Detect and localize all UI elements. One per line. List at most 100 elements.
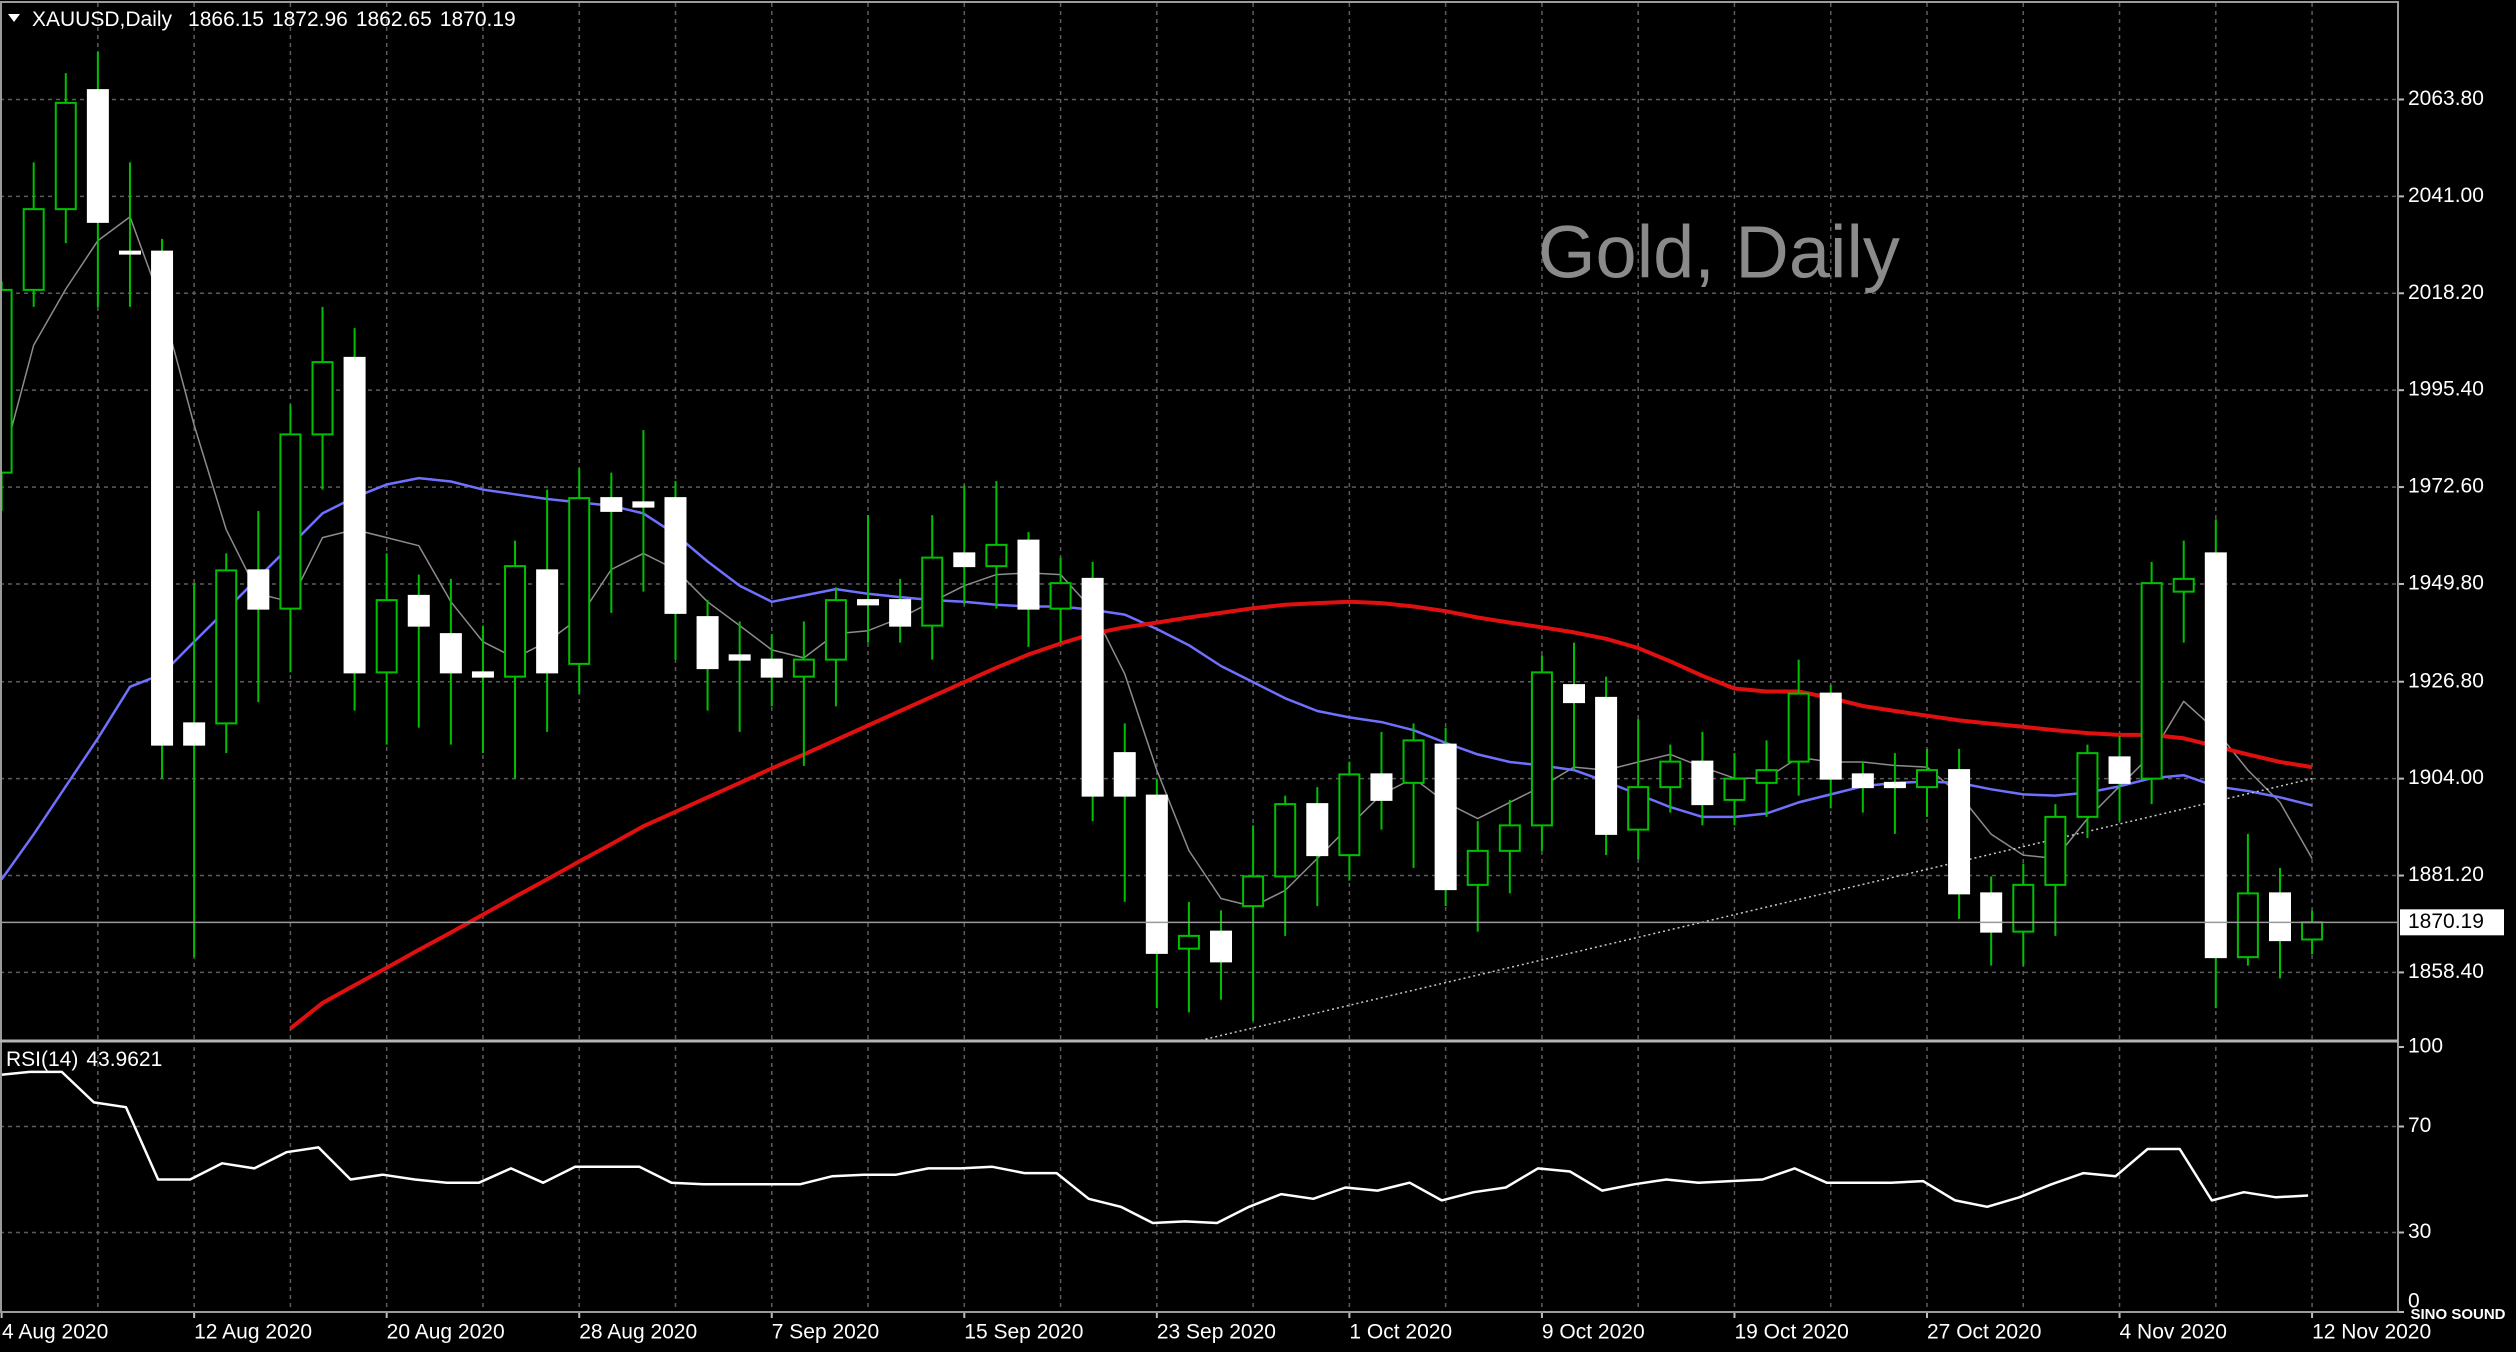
- rsi-name: RSI(14): [6, 1048, 78, 1071]
- candle-body: [2012, 883, 2035, 933]
- candle-body: [247, 569, 270, 610]
- candle-body: [1851, 773, 1874, 789]
- candle-body: [1242, 875, 1265, 908]
- candle-body: [696, 616, 719, 670]
- rsi-header: RSI(14) 43.9621: [6, 1048, 162, 1071]
- candle-body: [1883, 781, 1906, 789]
- watermark: Gold, Daily: [1538, 211, 1900, 294]
- price-plot: [0, 51, 2398, 1040]
- candle-body: [183, 722, 206, 746]
- candle-body: [1530, 671, 1553, 827]
- candle-body: [1498, 824, 1521, 852]
- candle-body: [22, 208, 45, 291]
- candle-body: [600, 497, 623, 512]
- candle-body: [1370, 773, 1393, 801]
- x-tick-label: 7 Sep 2020: [772, 1321, 879, 1344]
- candle-body: [1595, 696, 1618, 835]
- chart-header: XAUUSD,Daily 1866.15 1872.96 1862.65 1870.19: [32, 8, 516, 31]
- rsi-line: [0, 1070, 2309, 1225]
- candle-body: [311, 361, 334, 436]
- candle-body: [1402, 739, 1425, 784]
- y-tick-label: 1904.00: [2408, 766, 2484, 789]
- axes: 2063.80 2041.00 2018.20 1995.40 1972.60 1949.…: [0, 87, 2504, 1344]
- rsi-y-tick-label: 0: [2408, 1290, 2420, 1313]
- ohlc-high: 1872.96: [272, 8, 348, 31]
- candle-body: [1755, 769, 1778, 784]
- y-tick-label: 1949.80: [2408, 572, 2484, 595]
- candle-body: [985, 543, 1008, 568]
- ohlc-close: 1870.19: [440, 8, 516, 31]
- y-tick-label: 1995.40: [2408, 378, 2484, 401]
- candle-body: [2172, 577, 2195, 593]
- candle-body: [343, 356, 366, 674]
- x-tick-label: 15 Sep 2020: [964, 1321, 1083, 1344]
- candle-body: [1948, 769, 1971, 895]
- candle-body: [1434, 743, 1457, 891]
- candle-body: [2268, 892, 2291, 942]
- rsi-y-tick-label: 100: [2408, 1035, 2443, 1058]
- candle-body: [1274, 803, 1297, 878]
- logo: SINO SOUND: [2410, 1306, 2505, 1323]
- candle-body: [632, 501, 655, 508]
- x-tick-label: 4 Nov 2020: [2120, 1321, 2227, 1344]
- candle-body: [2108, 756, 2131, 784]
- y-tick-label: 1926.80: [2408, 669, 2484, 692]
- price-label: 1870.19: [2408, 910, 2484, 933]
- rsi-last-value: 43.9621: [86, 1048, 162, 1071]
- candle-body: [439, 633, 462, 674]
- candle-body: [2204, 552, 2227, 959]
- symbol-title: XAUUSD,Daily: [32, 8, 173, 31]
- candle-body: [1081, 577, 1104, 797]
- y-tick-label: 2018.20: [2408, 281, 2484, 304]
- candle-body: [536, 569, 559, 674]
- candle-body: [728, 654, 751, 661]
- candle-body: [1723, 777, 1746, 801]
- candle-body: [1145, 794, 1168, 954]
- plot-frame: [0, 1, 2399, 1313]
- x-tick-label: 4 Aug 2020: [2, 1321, 108, 1344]
- candle-body: [54, 101, 77, 211]
- x-tick-label: 1 Oct 2020: [1349, 1321, 1452, 1344]
- candle-body: [1659, 760, 1682, 789]
- candle-body: [1017, 539, 1040, 610]
- candle-body: [824, 599, 847, 661]
- candle-body: [1563, 684, 1586, 704]
- candle-body: [375, 599, 398, 674]
- x-tick-label: 9 Oct 2020: [1542, 1321, 1645, 1344]
- menu-triangle[interactable]: [8, 14, 20, 22]
- candle-body: [86, 89, 109, 223]
- y-tick-label: 2041.00: [2408, 184, 2484, 207]
- x-tick-label: 20 Aug 2020: [387, 1321, 505, 1344]
- candle-body: [1466, 849, 1489, 886]
- candle-body: [1113, 752, 1136, 797]
- candle-body: [953, 552, 976, 568]
- candle-body: [1627, 786, 1650, 831]
- y-tick-label: 1881.20: [2408, 863, 2484, 886]
- candle-body: [1049, 582, 1072, 610]
- ohlc-open: 1866.15: [188, 8, 264, 31]
- candle-body: [1916, 769, 1938, 789]
- rsi-y-tick-label: 70: [2408, 1114, 2431, 1137]
- rsi-plot: [0, 1070, 2309, 1225]
- x-tick-label: 23 Sep 2020: [1157, 1321, 1276, 1344]
- candle-body: [889, 599, 912, 627]
- candle-body: [1306, 803, 1329, 857]
- x-tick-label: 28 Aug 2020: [579, 1321, 697, 1344]
- candle-body: [1177, 934, 1200, 950]
- y-tick-label: 1972.60: [2408, 475, 2484, 498]
- candle-body: [760, 658, 783, 678]
- x-tick-label: 19 Oct 2020: [1734, 1321, 1848, 1344]
- price-label-box: [2400, 909, 2504, 936]
- candle-body: [568, 497, 591, 665]
- candle-body: [407, 594, 430, 627]
- candle-body: [118, 250, 141, 255]
- candle-body: [279, 433, 302, 610]
- candle-body: [921, 556, 944, 627]
- y-tick-label: 2063.80: [2408, 87, 2484, 110]
- x-tick-label: 12 Nov 2020: [2312, 1321, 2431, 1344]
- moving-average: [289, 599, 2313, 1031]
- candle-body: [504, 565, 527, 678]
- candle-body: [2044, 815, 2067, 886]
